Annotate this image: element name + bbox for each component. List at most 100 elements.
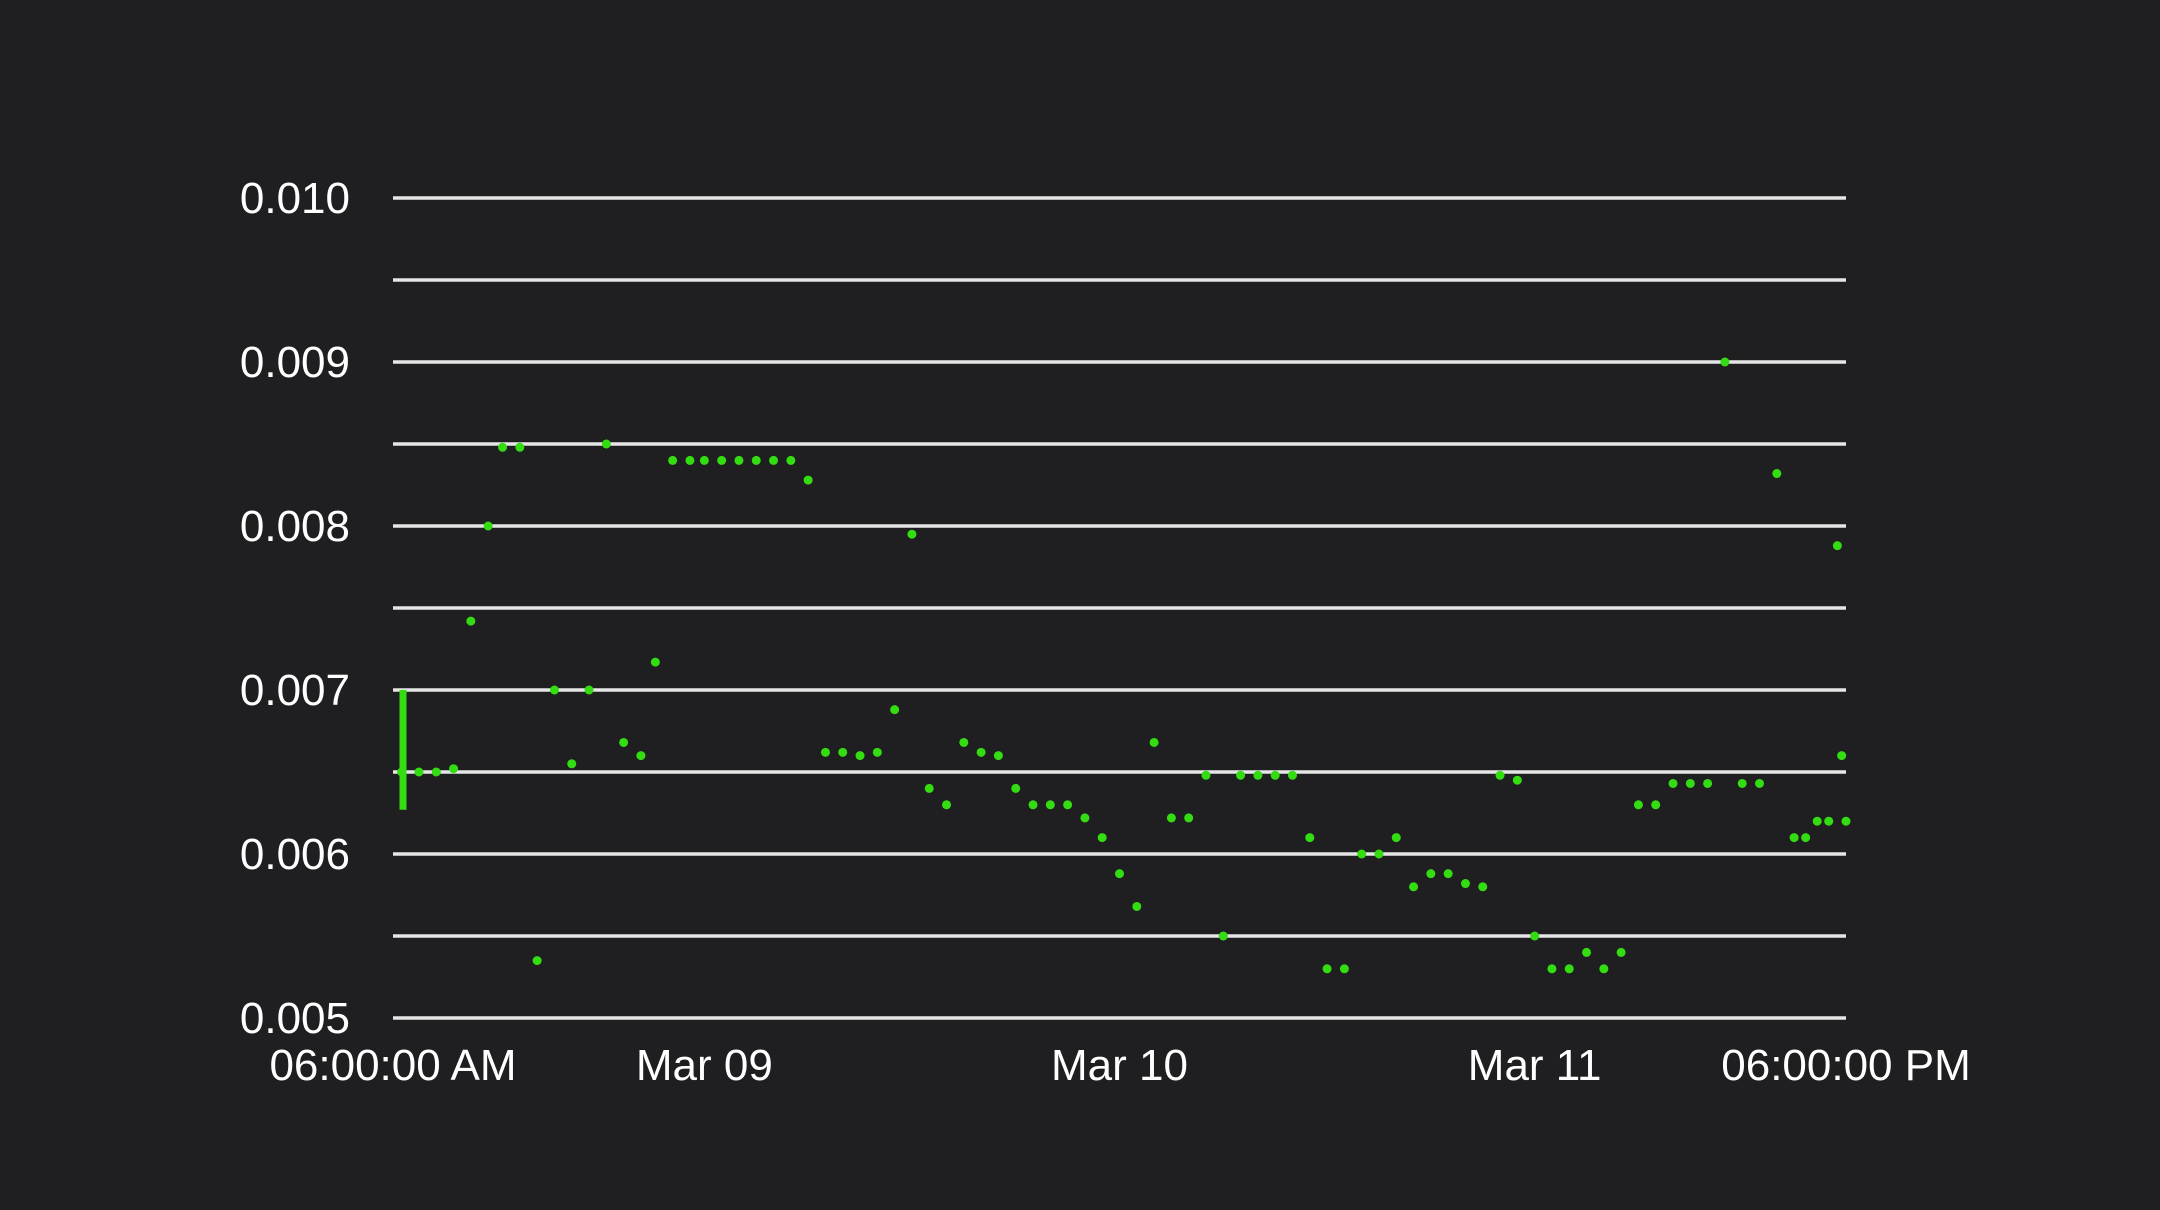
y-axis-tick-labels: 0.010 0.009 0.008 0.007 0.006 0.005 (240, 174, 350, 1043)
data-point (466, 616, 476, 626)
data-point (734, 455, 744, 465)
x-tick-label: 06:00:00 PM (1721, 1041, 1971, 1090)
data-point (855, 751, 865, 761)
data-point (1426, 869, 1436, 879)
data-point (1837, 751, 1847, 761)
data-point (1616, 947, 1626, 957)
data-point (959, 737, 969, 747)
data-point (1599, 964, 1609, 974)
data-point (1564, 964, 1574, 974)
data-point (650, 657, 660, 667)
x-tick-label: Mar 09 (636, 1041, 773, 1090)
data-point (1812, 816, 1822, 826)
data-point (872, 747, 882, 757)
y-tick-label: 0.010 (240, 174, 350, 223)
y-tick-label: 0.006 (240, 830, 350, 879)
x-axis-tick-labels: 06:00:00 AM Mar 09 Mar 10 Mar 11 06:00:00 PM (269, 1041, 1970, 1090)
data-point (431, 767, 441, 777)
data-point (786, 455, 796, 465)
data-point (803, 475, 813, 485)
data-point (1236, 770, 1246, 780)
data-point (1201, 770, 1211, 780)
data-point (1218, 931, 1228, 941)
data-point (1322, 964, 1332, 974)
data-point (1115, 869, 1124, 879)
data-point (636, 751, 646, 761)
data-point (668, 455, 678, 465)
data-point (1045, 800, 1055, 810)
data-point (1478, 882, 1488, 892)
data-point (1832, 541, 1842, 551)
data-point (1063, 800, 1073, 810)
data-point (1530, 931, 1540, 941)
data-point (1651, 800, 1661, 810)
y-tick-label: 0.005 (240, 994, 350, 1043)
data-point (397, 767, 407, 777)
data-point (769, 455, 779, 465)
data-point (1097, 833, 1107, 843)
data-point (942, 800, 952, 810)
data-point (1287, 770, 1297, 780)
data-point (549, 685, 559, 695)
data-point (1011, 783, 1021, 793)
data-point (1357, 849, 1367, 859)
data-point (567, 759, 577, 769)
data-point (483, 521, 493, 531)
data-point (515, 442, 525, 452)
data-point (1824, 816, 1834, 826)
data-point (584, 685, 594, 695)
data-point (924, 783, 934, 793)
data-point (1374, 849, 1384, 859)
data-point (498, 442, 508, 452)
data-point (1080, 813, 1090, 823)
data-point (699, 455, 709, 465)
data-point (1801, 833, 1811, 843)
data-point (1633, 800, 1643, 810)
data-point (1339, 964, 1349, 974)
data-point (1668, 778, 1678, 788)
data-point (619, 737, 629, 747)
data-point (449, 764, 459, 774)
data-point (717, 455, 727, 465)
y-tick-label: 0.007 (240, 666, 350, 715)
data-point (1720, 357, 1730, 367)
data-point (414, 767, 424, 777)
data-points (397, 357, 1851, 974)
x-tick-label: Mar 11 (1468, 1041, 1602, 1090)
data-point (1253, 770, 1263, 780)
data-point (820, 747, 830, 757)
data-point (1184, 813, 1194, 823)
data-point (1305, 833, 1315, 843)
data-point (1443, 869, 1453, 879)
gridlines (393, 196, 1846, 1020)
data-point (976, 747, 986, 757)
data-point (1772, 469, 1782, 479)
x-tick-label: Mar 10 (1051, 1041, 1188, 1090)
data-point (685, 455, 695, 465)
data-point (1789, 833, 1799, 843)
data-point (1685, 778, 1695, 788)
data-point (1149, 737, 1159, 747)
data-point (1270, 770, 1280, 780)
y-tick-label: 0.008 (240, 502, 350, 551)
data-point (1028, 800, 1038, 810)
data-point (993, 751, 1003, 761)
data-point (1409, 882, 1419, 892)
data-point (838, 747, 848, 757)
y-tick-label: 0.009 (240, 338, 350, 387)
data-point (1703, 778, 1713, 788)
data-point (1460, 879, 1470, 889)
data-point (1166, 813, 1176, 823)
data-point (1495, 770, 1505, 780)
data-point (1755, 778, 1765, 788)
data-point (751, 455, 761, 465)
data-point (907, 529, 917, 539)
data-point (1582, 947, 1592, 957)
x-tick-label: 06:00:00 AM (269, 1041, 516, 1090)
data-point (1547, 964, 1557, 974)
data-point (1512, 775, 1522, 785)
data-point (1737, 778, 1747, 788)
data-point (1391, 833, 1401, 843)
